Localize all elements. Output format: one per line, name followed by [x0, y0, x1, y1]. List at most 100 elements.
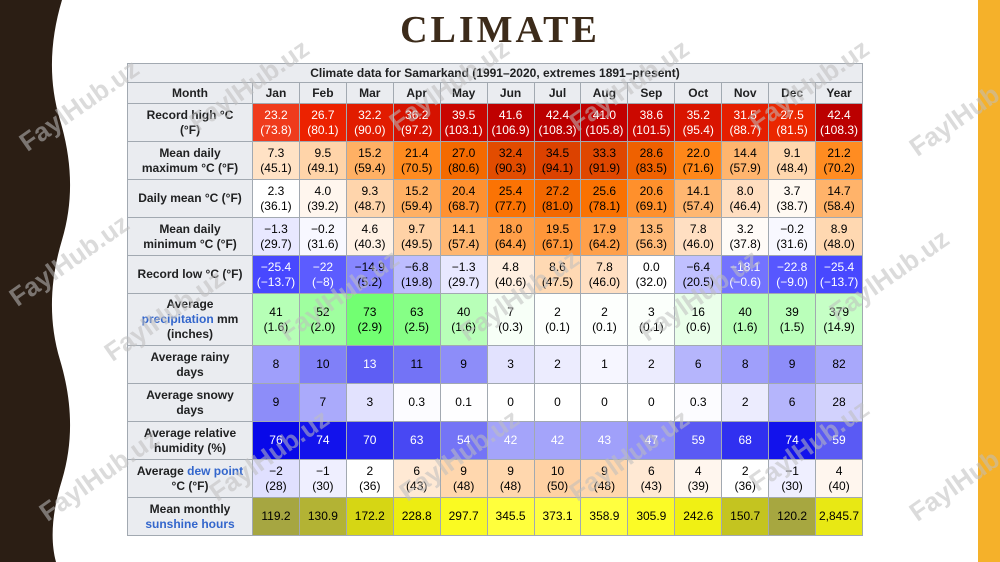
cell-value: 35.2	[686, 107, 710, 122]
cell-value: 4.0	[314, 183, 332, 198]
cell-value-secondary: (29.7)	[260, 236, 292, 251]
table-row: Average precipitation mm (inches) 41 (1.6) 52…	[127, 293, 863, 346]
cell-may: 9	[439, 345, 488, 384]
cell-value: 34.5	[545, 145, 570, 160]
cell-value-secondary: (−0.6)	[729, 274, 762, 289]
cell-value-secondary: (0.1)	[545, 319, 570, 334]
cell-value: 15.2	[405, 183, 429, 198]
table-row: Mean monthly sunshine hours 119.2 130.9 172.…	[127, 497, 863, 536]
cell-mar: 32.2 (90.0)	[345, 103, 394, 142]
cell-value-secondary: (81.0)	[541, 198, 574, 213]
cell-jan: −25.4 (−13.7)	[252, 255, 300, 294]
cell-value: 43	[597, 433, 612, 447]
cell-jan: 76	[252, 421, 300, 460]
cell-value: 3.7	[783, 183, 801, 198]
cell-value-secondary: (57.9)	[729, 160, 761, 175]
row-label-link[interactable]: dew point	[187, 463, 244, 478]
cell-value: 21.4	[405, 145, 429, 160]
cell-mar: −14.9 (5.2)	[345, 255, 394, 294]
row-label-line: Record low °C (°F)	[137, 267, 243, 281]
cell-value: 20.4	[451, 183, 476, 198]
row-label-line: days	[176, 364, 204, 379]
cell-value: 17.9	[592, 221, 617, 236]
row-label-line: Mean daily	[159, 221, 221, 236]
cell-value-secondary: (69.1)	[635, 198, 668, 213]
cell-value: 2	[647, 357, 655, 371]
row-label-line: Average relative	[143, 425, 237, 440]
cell-value-secondary: (70.2)	[823, 160, 855, 175]
cell-value: 2	[554, 304, 561, 319]
cell-value-secondary: (40.3)	[354, 236, 386, 251]
row-label: Mean monthly sunshine hours	[127, 497, 253, 536]
cell-jun: 345.5	[486, 497, 535, 536]
cell-jun: 9 (48)	[486, 459, 535, 498]
row-label: Mean daily minimum °C (°F)	[127, 217, 253, 256]
cell-value-secondary: (40.6)	[494, 274, 527, 289]
cell-may: 20.4 (68.7)	[439, 179, 488, 218]
cell-value-secondary: (46.0)	[682, 236, 714, 251]
cell-value-secondary: (57.4)	[447, 236, 480, 251]
table-caption: Climate data for Samarkand (1991–2020, e…	[127, 63, 863, 83]
month-header-feb: Feb	[298, 82, 347, 104]
month-header-dec: Dec	[768, 82, 817, 104]
cell-nov: −18.1 (−0.6)	[721, 255, 770, 294]
row-label-line: Daily mean °C (°F)	[138, 191, 242, 205]
cell-jun: 4.8 (40.6)	[486, 255, 535, 294]
cell-sep: 20.6 (69.1)	[627, 179, 676, 218]
table-row: Mean daily maximum °C (°F) 7.3 (45.1) 9.5 (49…	[127, 141, 863, 180]
row-label-link[interactable]: sunshine hours	[145, 516, 235, 531]
table-row: Record low °C (°F) −25.4 (−13.7) −22 (−8) −14…	[127, 255, 863, 294]
cell-value-secondary: (48)	[499, 478, 522, 493]
month-header-jan: Jan	[252, 82, 300, 104]
cell-nov: 8	[721, 345, 770, 384]
cell-value: −1	[785, 463, 799, 478]
cell-value: 6	[647, 463, 655, 478]
row-label-link[interactable]: precipitation	[141, 312, 214, 326]
cell-value: 59	[832, 433, 846, 447]
month-header-sep: Sep	[627, 82, 676, 104]
table-row: Daily mean °C (°F) 2.3 (36.1) 4.0 (39.2) 9.3(…	[127, 179, 863, 218]
cell-value-secondary: (29.7)	[447, 274, 480, 289]
cell-value: 0.3	[689, 395, 707, 409]
cell-value-secondary: (5.2)	[357, 274, 383, 289]
cell-value: 9.1	[783, 145, 801, 160]
cell-value: 2,845.7	[819, 509, 860, 523]
cell-value-secondary: (48)	[452, 478, 475, 493]
cell-nov: 31.5 (88.7)	[721, 103, 770, 142]
cell-jun: 42	[486, 421, 535, 460]
cell-value: 6	[413, 463, 421, 478]
cell-year: 14.7 (58.4)	[815, 179, 863, 218]
cell-value: 52	[316, 304, 330, 319]
cell-oct: 0.3	[674, 383, 723, 422]
cell-mar: 70	[345, 421, 394, 460]
cell-value: 8.6	[549, 259, 566, 274]
cell-jan: 7.3 (45.1)	[252, 141, 300, 180]
row-label: Average relative humidity (%)	[127, 421, 253, 460]
cell-value: 76	[269, 433, 283, 447]
cell-value-secondary: (−9.0)	[776, 274, 808, 289]
cell-value-secondary: (38.7)	[776, 198, 808, 213]
cell-value-secondary: (105.8)	[585, 122, 624, 137]
cell-oct: 16 (0.6)	[674, 293, 723, 346]
cell-aug: 17.9 (64.2)	[580, 217, 629, 256]
row-label-line: sunshine hours	[129, 517, 251, 532]
cell-value: −0.2	[311, 221, 335, 236]
cell-value-secondary: (31.6)	[307, 236, 339, 251]
cell-value: 40	[456, 304, 471, 319]
cell-jul: 10 (50)	[533, 459, 582, 498]
cell-value-secondary: (36)	[359, 478, 381, 493]
cell-value: 15.2	[358, 145, 382, 160]
cell-dec: 74	[768, 421, 817, 460]
cell-value: 9	[272, 395, 280, 409]
row-label-line: precipitation mm	[141, 312, 239, 326]
cell-may: 297.7	[439, 497, 488, 536]
cell-feb: 4.0 (39.2)	[298, 179, 347, 218]
cell-value: 9	[601, 463, 608, 478]
cell-value-secondary: (73.8)	[260, 122, 292, 137]
cell-feb: 7	[298, 383, 347, 422]
cell-sep: 6 (43)	[627, 459, 676, 498]
cell-sep: 3 (0.1)	[627, 293, 676, 346]
cell-value: 2	[741, 395, 749, 409]
cell-value-secondary: (48.7)	[354, 198, 386, 213]
cell-dec: 6	[768, 383, 817, 422]
